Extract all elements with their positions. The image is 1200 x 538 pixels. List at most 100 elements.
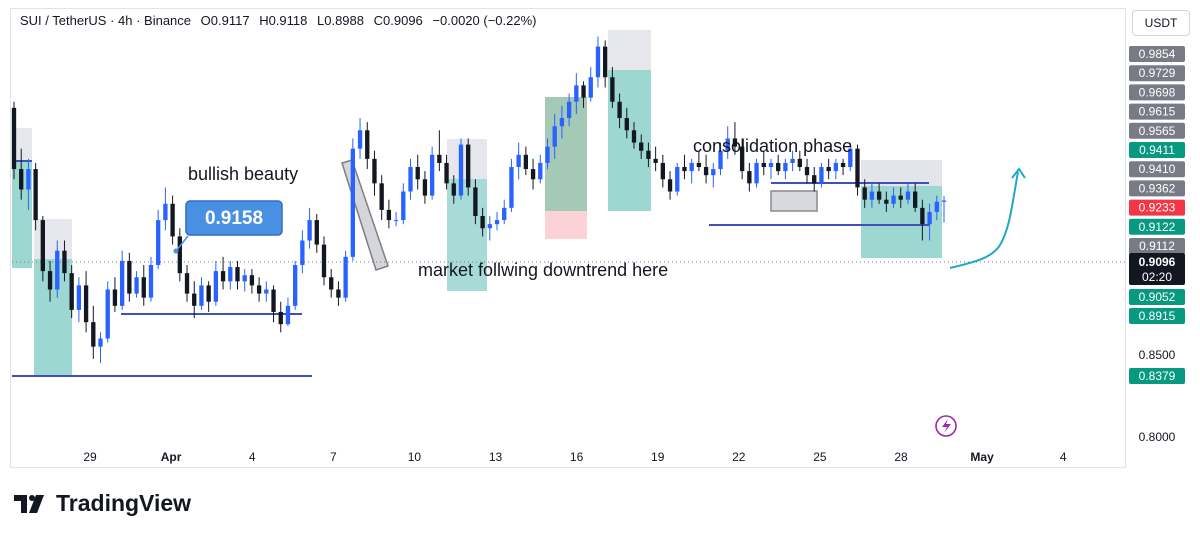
price-label-box	[1129, 84, 1185, 101]
time-tick: May	[970, 450, 994, 464]
candle-body	[184, 273, 190, 294]
candle-body	[502, 207, 507, 221]
flash-icon-bolt	[942, 419, 951, 433]
candle-body	[840, 162, 846, 168]
candle-body	[293, 264, 298, 306]
price-label: 0.9362	[1139, 181, 1176, 195]
price-label: 0.9729	[1139, 66, 1176, 80]
price-label-box	[1129, 46, 1185, 62]
candle-body	[588, 77, 593, 98]
candle-body	[466, 144, 471, 188]
candle-body	[891, 195, 896, 204]
candle-body	[833, 162, 839, 172]
annotation-consolidation: consolidation phase	[693, 136, 852, 156]
profit-zone	[545, 97, 587, 211]
price-label-box	[1129, 142, 1185, 158]
candle-body	[192, 293, 197, 306]
candle-body	[199, 285, 204, 306]
candle-body	[603, 46, 608, 78]
price-label-box	[1129, 180, 1185, 197]
candle-body	[379, 183, 384, 210]
time-tick: 19	[651, 450, 665, 464]
candle-body	[422, 179, 428, 196]
candle-body	[689, 162, 694, 172]
candle-body	[242, 275, 247, 282]
candle-body	[610, 77, 615, 102]
candle-body	[11, 107, 17, 170]
time-axis: 29 Apr 4 7 10 13 16 19 22 25 28 May 4	[83, 450, 1067, 464]
candle-body	[624, 118, 629, 131]
ohlc-high: H0.9118	[259, 13, 308, 28]
stop-zone	[608, 30, 651, 70]
candle-body	[884, 199, 889, 204]
profit-zone	[34, 259, 72, 377]
candle-body	[747, 171, 752, 184]
projection-arrow-head	[1011, 167, 1026, 179]
candle-body	[112, 289, 118, 306]
callout-pointer	[175, 235, 189, 252]
candle-body	[386, 209, 392, 221]
stop-zone	[12, 128, 32, 160]
currency-button[interactable]: USDT	[1132, 10, 1190, 36]
candle-body	[249, 275, 255, 286]
price-label: 0.9565	[1139, 124, 1176, 138]
candle-body	[220, 271, 226, 282]
price-label-box	[1129, 368, 1185, 384]
candle-body	[876, 191, 882, 200]
candle-body	[566, 101, 572, 119]
candle-body	[639, 142, 644, 151]
profit-zone	[608, 70, 651, 211]
stop-zone	[545, 211, 587, 239]
price-label: 0.9233	[1139, 201, 1176, 215]
candle-body	[941, 200, 947, 202]
candle-body	[285, 305, 291, 325]
candle-body	[826, 167, 831, 172]
ohlc-close: C0.9096	[373, 13, 423, 28]
annotation-bullish-beauty: bullish beauty	[188, 164, 298, 184]
candle-body	[855, 148, 860, 188]
candle-body	[170, 203, 175, 237]
candle-body	[213, 271, 219, 302]
candle-body	[711, 169, 716, 176]
price-label: 0.8379	[1139, 369, 1176, 383]
candle-body	[480, 216, 485, 229]
brand-footer: TradingView	[14, 490, 191, 517]
callout-price: 0.9158	[205, 208, 263, 229]
symbol-name[interactable]: SUI / TetherUS · 4h · Binance	[20, 13, 192, 28]
candle-body	[343, 256, 348, 298]
price-label: 0.9052	[1139, 290, 1176, 304]
candle-body	[76, 285, 82, 310]
candle-body	[905, 191, 911, 200]
symbol-header: SUI / TetherUS · 4h · Binance O0.9117 H0…	[20, 13, 542, 28]
candle-body	[776, 162, 781, 172]
candle-body	[848, 148, 853, 168]
price-label-box	[1129, 65, 1185, 82]
price-label-box	[1129, 103, 1185, 120]
candle-body	[393, 220, 399, 222]
candle-body	[444, 162, 449, 184]
projection-arrow	[949, 171, 1019, 269]
flash-icon[interactable]	[935, 415, 957, 437]
last-price: 0.9096	[1139, 255, 1176, 269]
candle-body	[98, 338, 103, 347]
candle-body	[156, 220, 161, 265]
candle-body	[509, 167, 514, 208]
candle-body	[271, 289, 276, 312]
candle-body	[646, 150, 651, 159]
candle-body	[40, 220, 45, 272]
candle-body	[725, 138, 730, 151]
candle-body	[314, 220, 319, 245]
candle-body	[278, 311, 283, 325]
candle-body	[552, 126, 557, 147]
candle-body	[696, 162, 702, 168]
candle-body	[350, 148, 355, 257]
candle-body	[321, 244, 327, 278]
candle-body	[739, 146, 745, 172]
price-label-box	[1129, 308, 1185, 324]
candle-body	[732, 138, 738, 147]
candle-body	[682, 167, 687, 172]
candle-body	[675, 167, 680, 192]
time-tick: 16	[570, 450, 584, 464]
candle-body	[530, 169, 536, 180]
